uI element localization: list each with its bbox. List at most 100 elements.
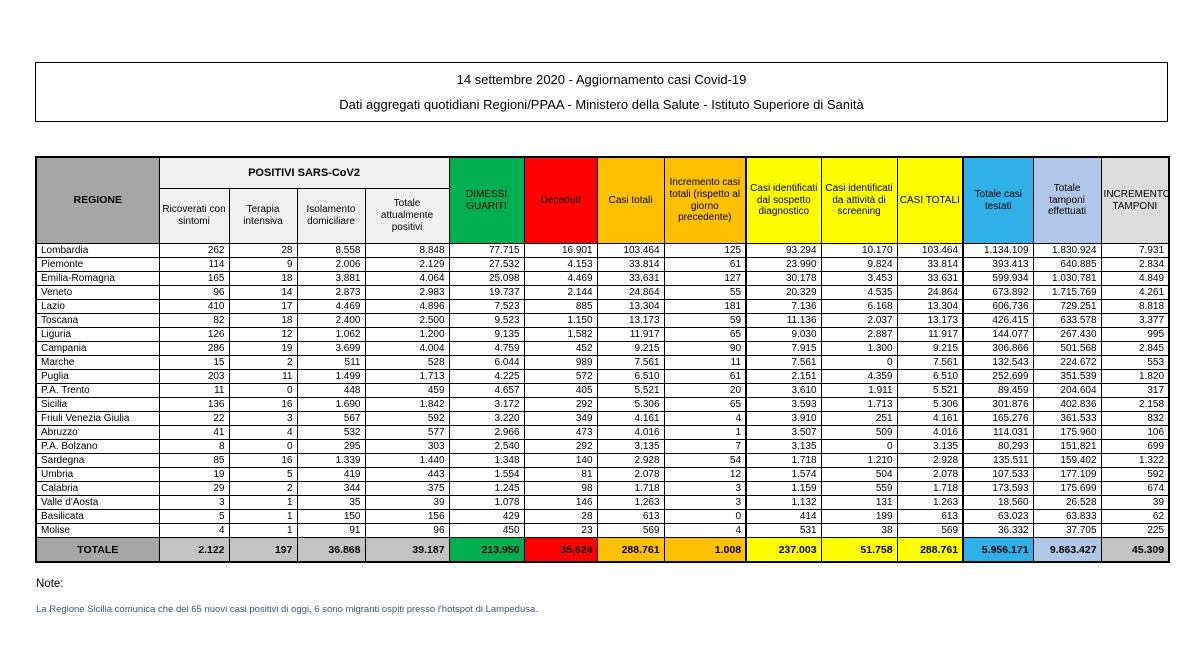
value-cell: 39 bbox=[1100, 495, 1170, 510]
notes-section: Note: La Regione Sicilia comunica che de… bbox=[36, 578, 1136, 615]
value-cell: 22 bbox=[158, 411, 230, 426]
total-tamponi-effettuati: 9.863.427 bbox=[1032, 537, 1102, 563]
value-cell: 8.848 bbox=[364, 243, 450, 258]
region-name: Piemonte bbox=[35, 257, 160, 272]
value-cell: 448 bbox=[296, 383, 366, 398]
value-cell: 4.016 bbox=[596, 425, 665, 440]
table-row: Campania 286 19 3.699 4.004 4.759 452 9.215 90 7.… bbox=[35, 341, 1170, 356]
value-cell: 301.876 bbox=[962, 397, 1034, 412]
region-name: Toscana bbox=[35, 313, 160, 328]
table-row: Friuli Venezia Giulia 22 3 567 592 3.220 349 4.… bbox=[35, 411, 1170, 426]
value-cell: 2.006 bbox=[296, 257, 366, 272]
value-cell: 0 bbox=[228, 383, 298, 398]
table-row: Sicilia 136 16 1.690 1.842 3.172 292 5.306 65 3.5… bbox=[35, 397, 1170, 412]
value-cell: 140 bbox=[523, 453, 598, 468]
value-cell: 577 bbox=[364, 425, 450, 440]
table-row: Lazio 410 17 4.469 4.896 7.523 885 13.304 181 7.1… bbox=[35, 299, 1170, 314]
value-cell: 292 bbox=[523, 439, 598, 454]
value-cell: 4.064 bbox=[364, 271, 450, 286]
value-cell: 16 bbox=[228, 397, 298, 412]
value-cell: 7.561 bbox=[745, 355, 822, 370]
value-cell: 2.400 bbox=[296, 313, 366, 328]
value-cell: 4 bbox=[158, 523, 230, 538]
value-cell: 96 bbox=[364, 523, 450, 538]
value-cell: 4.759 bbox=[448, 341, 525, 356]
column-header-ricoverati-con-sintomi: Ricoverati con sintomi bbox=[158, 188, 230, 244]
value-cell: 832 bbox=[1100, 411, 1170, 426]
total-terapia-intensiva: 197 bbox=[228, 537, 298, 563]
value-cell: 14 bbox=[228, 285, 298, 300]
value-cell: 1.030.781 bbox=[1032, 271, 1102, 286]
region-name: Lombardia bbox=[35, 243, 160, 258]
value-cell: 33.631 bbox=[596, 271, 665, 286]
value-cell: 181 bbox=[663, 299, 747, 314]
total-isolamento-domiciliare: 36.868 bbox=[296, 537, 366, 563]
table-row: Lombardia 262 28 8.558 8.848 77.715 16.901 103.… bbox=[35, 243, 1170, 258]
value-cell: 402.836 bbox=[1032, 397, 1102, 412]
value-cell: 1.078 bbox=[448, 495, 525, 510]
value-cell: 63.833 bbox=[1032, 509, 1102, 524]
value-cell: 80.293 bbox=[962, 439, 1034, 454]
table-row: Molise 4 1 91 96 450 23 569 4 531 38 569 36.332 37.70… bbox=[35, 523, 1170, 538]
value-cell: 5.521 bbox=[896, 383, 965, 398]
value-cell: 224.672 bbox=[1032, 355, 1102, 370]
table-row: Umbria 19 5 419 443 1.554 81 2.078 12 1.574 504 2.0… bbox=[35, 467, 1170, 482]
value-cell: 12 bbox=[228, 327, 298, 342]
value-cell: 175.960 bbox=[1032, 425, 1102, 440]
value-cell: 885 bbox=[523, 299, 598, 314]
value-cell: 452 bbox=[523, 341, 598, 356]
value-cell: 85 bbox=[158, 453, 230, 468]
value-cell: 136 bbox=[158, 397, 230, 412]
value-cell: 16 bbox=[228, 453, 298, 468]
value-cell: 62 bbox=[1100, 509, 1170, 524]
value-cell: 23.990 bbox=[745, 257, 822, 272]
value-cell: 125 bbox=[663, 243, 747, 258]
value-cell: 144.077 bbox=[962, 327, 1034, 342]
value-cell: 4.004 bbox=[364, 341, 450, 356]
totals-label: TOTALE bbox=[35, 537, 160, 563]
value-cell: 28 bbox=[523, 509, 598, 524]
value-cell: 6.510 bbox=[596, 369, 665, 384]
value-cell: 7.931 bbox=[1100, 243, 1170, 258]
value-cell: 203 bbox=[158, 369, 230, 384]
value-cell: 3 bbox=[663, 495, 747, 510]
value-cell: 511 bbox=[296, 355, 366, 370]
value-cell: 1.263 bbox=[596, 495, 665, 510]
total-dimessi-guariti: 213.950 bbox=[448, 537, 525, 563]
value-cell: 90 bbox=[663, 341, 747, 356]
column-header-casi-sospetto-diagnostico: Casi identificati dal sospetto diagnosti… bbox=[745, 156, 822, 244]
value-cell: 61 bbox=[663, 257, 747, 272]
region-name: Abruzzo bbox=[35, 425, 160, 440]
value-cell: 1 bbox=[663, 425, 747, 440]
value-cell: 63.023 bbox=[962, 509, 1034, 524]
total-casi-totali: 288.761 bbox=[596, 537, 665, 563]
totals-row: TOTALE 2.122 197 36.868 39.187 213.950 3… bbox=[35, 537, 1170, 563]
value-cell: 23 bbox=[523, 523, 598, 538]
title-line-2: Dati aggregati quotidiani Regioni/PPAA -… bbox=[339, 96, 864, 112]
value-cell: 2.500 bbox=[364, 313, 450, 328]
region-name: Valle d'Aosta bbox=[35, 495, 160, 510]
value-cell: 1.499 bbox=[296, 369, 366, 384]
value-cell: 5.306 bbox=[896, 397, 965, 412]
value-cell: 11.917 bbox=[896, 327, 965, 342]
total-casi-sospetto-diagnostico: 237.003 bbox=[745, 537, 822, 563]
value-cell: 135.511 bbox=[962, 453, 1034, 468]
value-cell: 1.245 bbox=[448, 481, 525, 496]
value-cell: 3.220 bbox=[448, 411, 525, 426]
value-cell: 613 bbox=[596, 509, 665, 524]
column-header-regione: REGIONE bbox=[35, 156, 160, 244]
value-cell: 9 bbox=[228, 257, 298, 272]
value-cell: 567 bbox=[296, 411, 366, 426]
value-cell: 2.078 bbox=[896, 467, 965, 482]
value-cell: 1.322 bbox=[1100, 453, 1170, 468]
value-cell: 7.136 bbox=[745, 299, 822, 314]
value-cell: 24.864 bbox=[596, 285, 665, 300]
value-cell: 150 bbox=[296, 509, 366, 524]
column-header-incremento-casi-totali: Incremento casi totali (rispetto al gior… bbox=[663, 156, 747, 244]
value-cell: 606.736 bbox=[962, 299, 1034, 314]
value-cell: 77.715 bbox=[448, 243, 525, 258]
total-incremento-casi: 1.008 bbox=[663, 537, 747, 563]
value-cell: 55 bbox=[663, 285, 747, 300]
value-cell: 7.915 bbox=[745, 341, 822, 356]
value-cell: 592 bbox=[1100, 467, 1170, 482]
